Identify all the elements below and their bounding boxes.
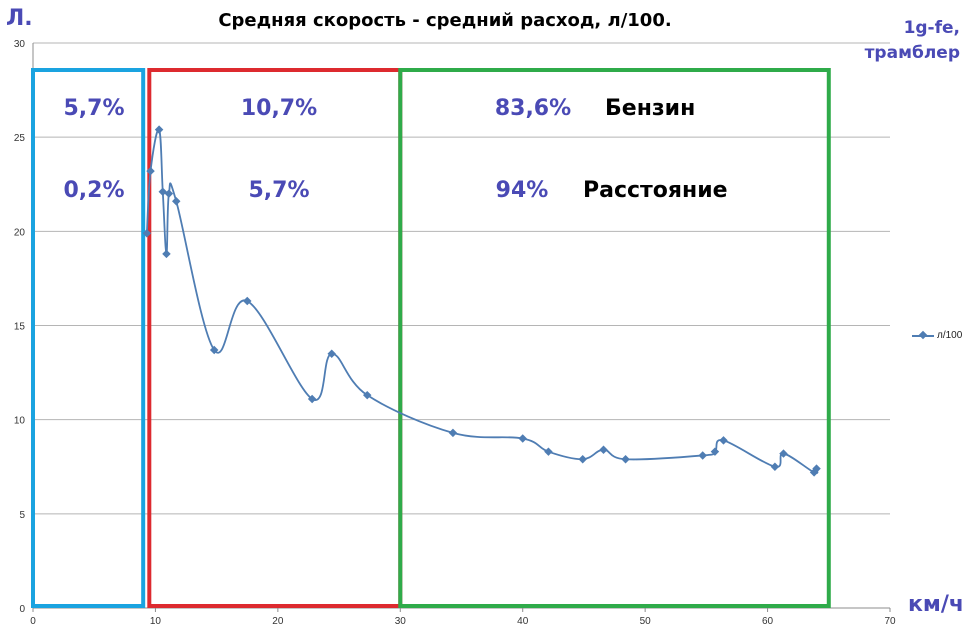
data-point: [599, 446, 607, 454]
data-point: [172, 197, 180, 205]
zone-2-fuel-share: 10,7%: [241, 96, 317, 121]
legend: л/100: [912, 330, 962, 341]
data-point: [162, 250, 170, 258]
data-point: [518, 434, 526, 442]
x-tick-label: 20: [272, 616, 284, 627]
x-tick-label: 50: [640, 616, 652, 627]
fuel-row-label: Бензин: [605, 96, 695, 121]
zone-1-distance-share: 0,2%: [63, 178, 124, 203]
legend-label: л/100: [937, 330, 962, 341]
y-axis-unit-label: Л.: [6, 6, 33, 31]
zone-3-distance-share: 94%: [496, 178, 549, 203]
y-tick-label: 5: [19, 510, 25, 521]
y-tick-label: 15: [14, 322, 26, 333]
x-tick-label: 60: [762, 616, 774, 627]
zone-3-fuel-share: 83,6%: [495, 96, 571, 121]
x-tick-label: 30: [395, 616, 407, 627]
data-point: [771, 463, 779, 471]
zone-1-box: [33, 70, 143, 606]
x-tick-label: 10: [150, 616, 162, 627]
zone-1-fuel-share: 5,7%: [63, 96, 124, 121]
data-point: [621, 455, 629, 463]
data-point: [449, 429, 457, 437]
x-tick-label: 70: [884, 616, 896, 627]
chart-title: Средняя скорость - средний расход, л/100…: [0, 10, 890, 31]
data-point: [578, 455, 586, 463]
zone-2-distance-share: 5,7%: [248, 178, 309, 203]
data-point: [544, 447, 552, 455]
engine-note-line-2: трамблер: [840, 41, 960, 66]
y-tick-label: 0: [19, 604, 25, 615]
zone-3-box: [400, 70, 829, 606]
engine-note-line-1: 1g-fe,: [840, 16, 960, 41]
y-tick-label: 10: [14, 416, 26, 427]
legend-line-marker: [912, 335, 934, 337]
y-tick-label: 25: [14, 133, 26, 144]
y-tick-label: 20: [14, 227, 26, 238]
data-point: [719, 436, 727, 444]
data-point: [698, 451, 706, 459]
distance-row-label: Расстояние: [583, 178, 728, 203]
y-tick-label: 30: [14, 39, 26, 50]
x-tick-label: 0: [30, 616, 36, 627]
x-tick-label: 40: [517, 616, 529, 627]
engine-note: 1g-fe, трамблер: [840, 16, 960, 66]
x-axis-unit-label: км/ч: [908, 592, 964, 617]
